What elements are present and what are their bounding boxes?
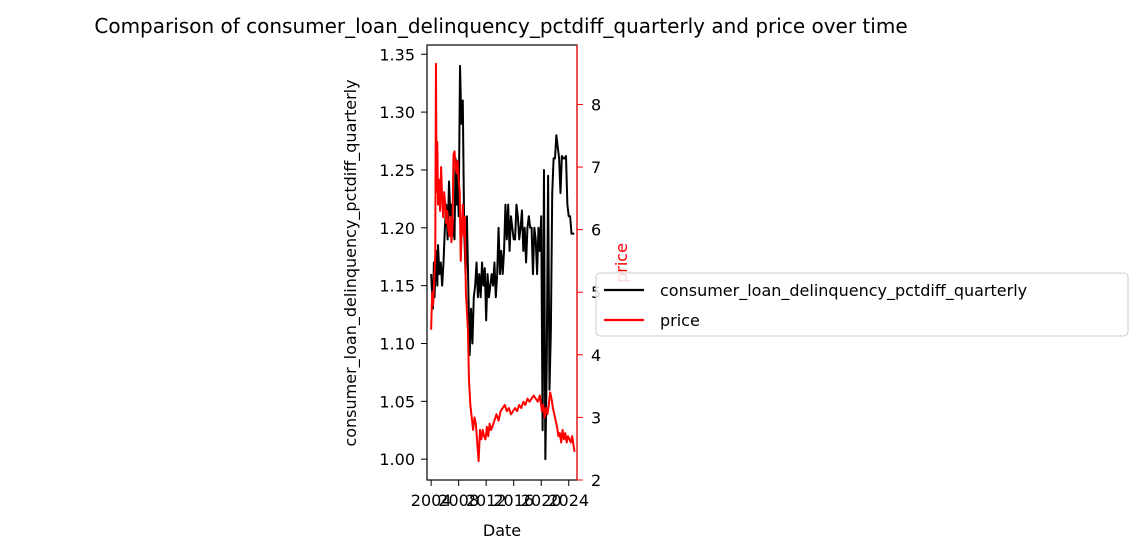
y-left-tick-label: 1.25 [379, 161, 415, 180]
legend: consumer_loan_delinquency_pctdiff_quarte… [595, 272, 1129, 337]
legend-label-consumer-loan: consumer_loan_delinquency_pctdiff_quarte… [660, 281, 1027, 301]
legend-box [595, 272, 1129, 337]
y-right-tick-label: 6 [591, 221, 601, 240]
y-left-axis-label: consumer_loan_delinquency_pctdiff_quarte… [341, 79, 361, 446]
x-tick-label: 2024 [548, 491, 589, 510]
y-left-tick-label: 1.20 [379, 219, 415, 238]
series-layer [430, 62, 576, 463]
y-left-tick-label: 1.10 [379, 334, 415, 353]
y-left-tick-label: 1.00 [379, 450, 415, 469]
y-right-tick-label: 3 [591, 408, 601, 427]
x-axis-label: Date [483, 521, 521, 540]
x-tick-label: 2012 [466, 491, 507, 510]
y-right-tick-label: 2 [591, 471, 601, 490]
x-tick-label: 2004 [411, 491, 452, 510]
y-right-tick-label: 4 [591, 346, 601, 365]
x-tick-label: 2020 [521, 491, 562, 510]
y-left-axis-ticks: 1.00 1.05 1.10 1.15 1.20 1.25 1.30 1.35 [379, 45, 427, 469]
chart-title: Comparison of consumer_loan_delinquency_… [94, 14, 907, 38]
y-left-tick-label: 1.05 [379, 392, 415, 411]
series-line-consumer-loan-delinquency [430, 64, 575, 461]
y-left-tick-label: 1.35 [379, 45, 415, 64]
x-tick-label: 2016 [493, 491, 534, 510]
y-right-tick-label: 8 [591, 95, 601, 114]
y-left-tick-label: 1.30 [379, 103, 415, 122]
series-line-price [430, 62, 576, 463]
legend-label-price: price [660, 311, 700, 330]
y-right-tick-label: 7 [591, 158, 601, 177]
x-tick-label: 2008 [438, 491, 479, 510]
y-left-tick-label: 1.15 [379, 277, 415, 296]
